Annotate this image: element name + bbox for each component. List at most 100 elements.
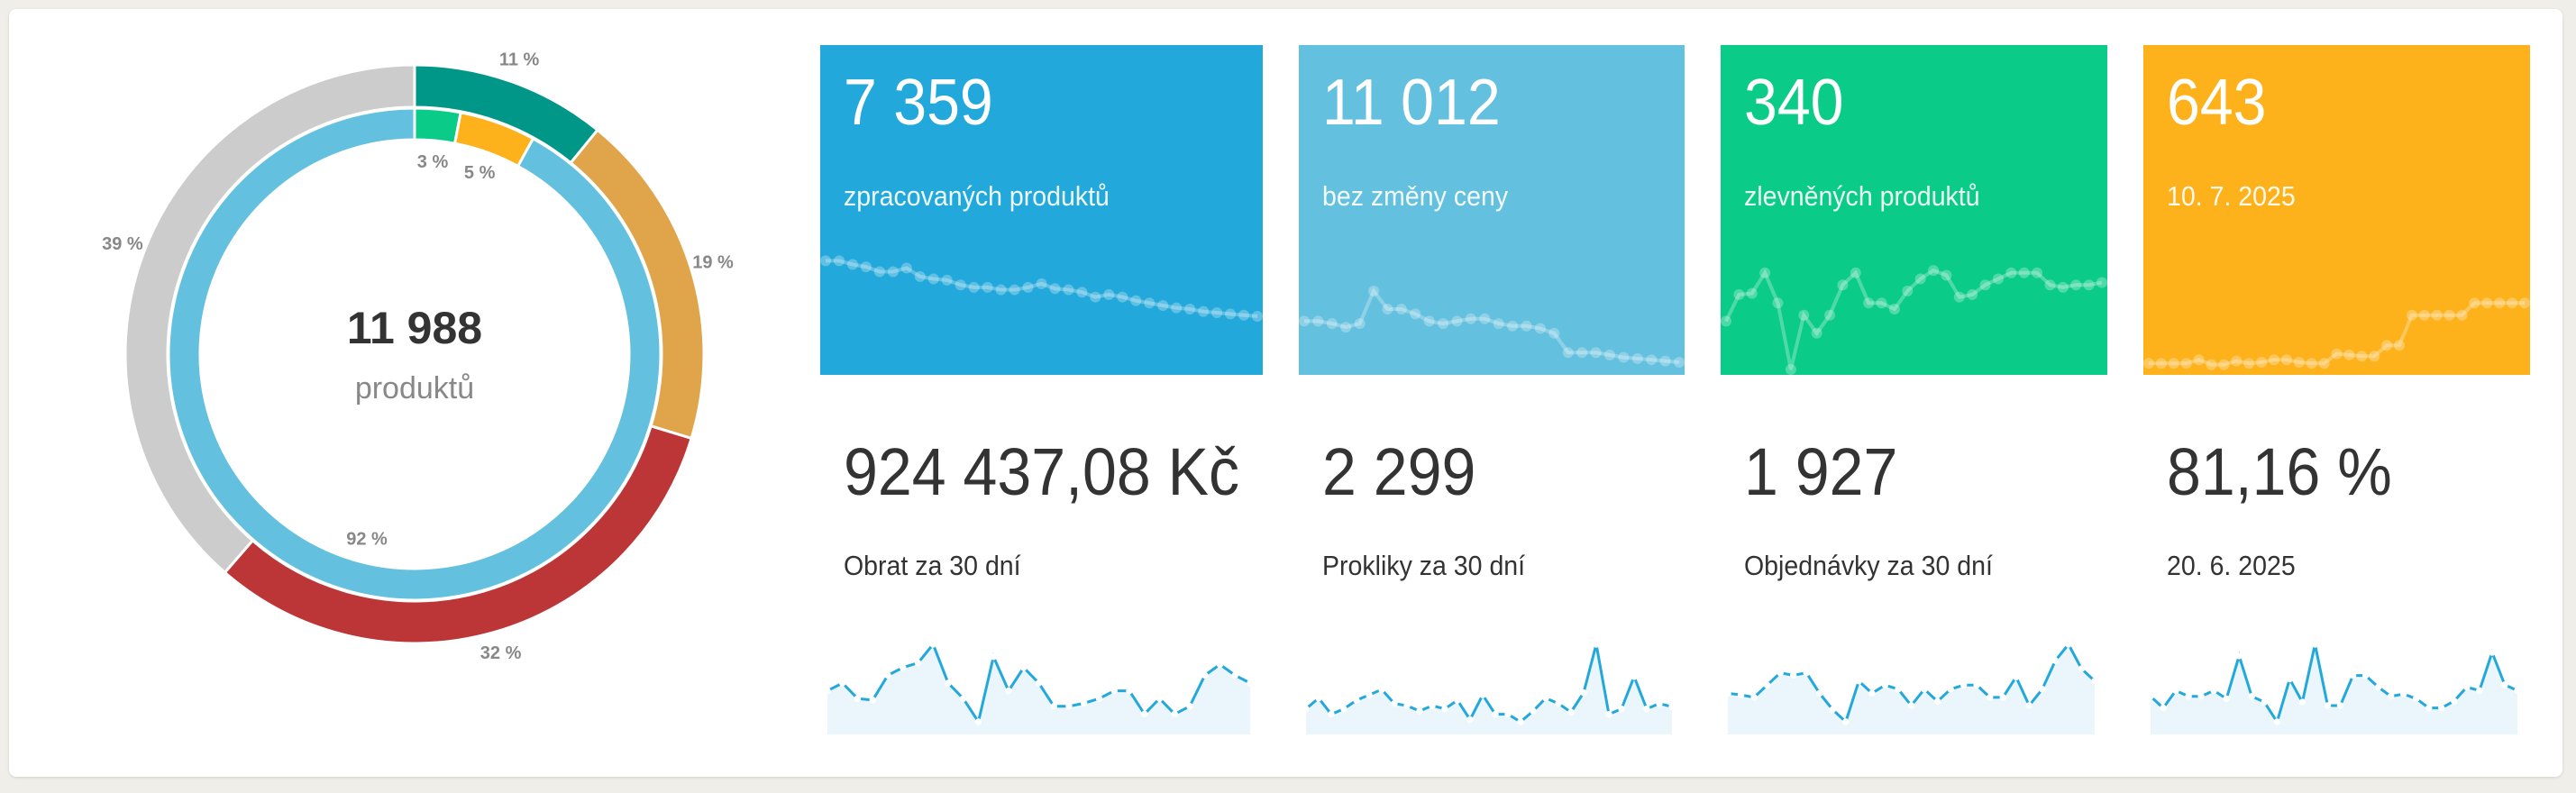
sparkline-point[interactable]	[1507, 320, 1519, 332]
sparkline-point[interactable]	[982, 281, 993, 293]
sparkline-point[interactable]	[2083, 279, 2095, 291]
sparkline-point[interactable]	[1986, 694, 1994, 701]
sparkline-point[interactable]	[1824, 309, 1836, 321]
sparkline-point[interactable]	[2349, 671, 2357, 679]
sparkline-point[interactable]	[2248, 693, 2256, 700]
sparkline-point[interactable]	[2197, 693, 2205, 700]
sparkline-point[interactable]	[2193, 354, 2205, 366]
sparkline-point[interactable]	[1441, 705, 1448, 713]
sparkline-point[interactable]	[941, 274, 953, 286]
sparkline-point[interactable]	[1855, 677, 1863, 685]
sparkline-point[interactable]	[1555, 699, 1562, 707]
sparkline-point[interactable]	[1492, 710, 1499, 718]
sparkline-point[interactable]	[2280, 354, 2292, 366]
sparkline-point[interactable]	[1423, 315, 1435, 327]
sparkline-point[interactable]	[1184, 304, 1196, 314]
sparkline-point[interactable]	[1829, 706, 1837, 714]
sparkline-point[interactable]	[2476, 687, 2483, 695]
sparkline-point[interactable]	[2065, 641, 2072, 648]
sparkline-point[interactable]	[1959, 681, 1968, 689]
sparkline-point[interactable]	[2256, 356, 2268, 368]
sparkline-point[interactable]	[1921, 686, 1928, 693]
sparkline-point[interactable]	[2336, 702, 2344, 709]
sparkline-point[interactable]	[2206, 359, 2217, 370]
sparkline-point[interactable]	[2311, 641, 2319, 648]
sparkline-point[interactable]	[2406, 309, 2417, 321]
sparkline-point[interactable]	[1580, 689, 1587, 697]
sparkline-point[interactable]	[1643, 705, 1650, 713]
sparkline-point[interactable]	[1603, 349, 1615, 360]
sparkline-point[interactable]	[1391, 699, 1398, 707]
sparkline-point[interactable]	[1902, 285, 1914, 296]
sparkline-point[interactable]	[1171, 710, 1178, 718]
sparkline-point[interactable]	[1816, 689, 1823, 697]
sparkline-point[interactable]	[1618, 705, 1625, 713]
sparkline-point[interactable]	[2143, 358, 2154, 369]
sparkline-point[interactable]	[1895, 686, 1902, 693]
sparkline-point[interactable]	[1211, 307, 1223, 319]
sparkline-point[interactable]	[1454, 697, 1461, 704]
sparkline-point[interactable]	[1081, 699, 1088, 707]
sparkline-point[interactable]	[2387, 693, 2395, 700]
sparkline-point[interactable]	[1466, 716, 1474, 724]
sparkline-point[interactable]	[1876, 297, 1887, 309]
sparkline-point[interactable]	[1063, 284, 1074, 296]
sparkline-point[interactable]	[1141, 710, 1148, 718]
tile-processed[interactable]: 7 359 zpracovaných produktů	[820, 45, 1263, 375]
sparkline-point[interactable]	[2519, 297, 2530, 309]
sparkline-point[interactable]	[960, 695, 967, 702]
sparkline-point[interactable]	[2013, 673, 2020, 680]
sparkline-point[interactable]	[2025, 702, 2033, 709]
sparkline-point[interactable]	[1036, 278, 1047, 289]
sparkline-point[interactable]	[2218, 359, 2230, 370]
sparkline-point[interactable]	[2091, 677, 2098, 685]
sparkline-point[interactable]	[1631, 673, 1638, 680]
sparkline-point[interactable]	[1438, 318, 1449, 330]
sparkline-point[interactable]	[1789, 671, 1797, 679]
sparkline-point[interactable]	[1576, 347, 1588, 359]
sparkline-point[interactable]	[2185, 693, 2192, 700]
sparkline-point[interactable]	[2469, 297, 2480, 309]
sparkline-point[interactable]	[1144, 297, 1156, 309]
tile-unchanged-price[interactable]: 11 012 bez změny ceny	[1299, 45, 1685, 375]
sparkline-point[interactable]	[1941, 269, 1952, 281]
sparkline-point[interactable]	[2057, 281, 2069, 293]
sparkline-point[interactable]	[833, 255, 845, 267]
sparkline-point[interactable]	[1542, 694, 1549, 702]
sparkline-point[interactable]	[2412, 695, 2420, 703]
sparkline-point[interactable]	[2155, 358, 2167, 369]
sparkline-point[interactable]	[1035, 679, 1043, 687]
sparkline-point[interactable]	[854, 695, 862, 702]
sparkline-point[interactable]	[2298, 698, 2307, 706]
sparkline-point[interactable]	[2425, 704, 2433, 712]
sparkline-point[interactable]	[1312, 315, 1324, 327]
sparkline-point[interactable]	[1737, 691, 1745, 698]
sparkline-point[interactable]	[1076, 287, 1088, 298]
sparkline-point[interactable]	[1914, 273, 1926, 285]
sparkline-point[interactable]	[945, 679, 952, 687]
sparkline-point[interactable]	[2494, 297, 2506, 309]
sparkline-point[interactable]	[1992, 273, 2004, 285]
sparkline-point[interactable]	[927, 273, 939, 285]
sparkline-point[interactable]	[2418, 309, 2430, 321]
sparkline-point[interactable]	[1999, 694, 2006, 701]
sparkline-point[interactable]	[1947, 686, 1954, 693]
sparkline-point[interactable]	[824, 687, 831, 695]
sparkline-point[interactable]	[1759, 267, 1771, 278]
sparkline-point[interactable]	[2331, 348, 2343, 360]
sparkline-point[interactable]	[1416, 707, 1423, 715]
sparkline-point[interactable]	[1252, 311, 1263, 323]
sparkline-point[interactable]	[1005, 687, 1012, 695]
sparkline-point[interactable]	[2481, 297, 2493, 309]
sparkline-point[interactable]	[1967, 288, 1978, 300]
sparkline-point[interactable]	[2381, 340, 2393, 351]
sparkline-point[interactable]	[2438, 704, 2445, 712]
sparkline-point[interactable]	[2456, 309, 2468, 321]
sparkline-point[interactable]	[2451, 697, 2458, 705]
sparkline-point[interactable]	[1103, 288, 1115, 300]
sparkline-point[interactable]	[1171, 302, 1183, 314]
sparkline-point[interactable]	[1881, 681, 1889, 689]
sparkline-point[interactable]	[2306, 358, 2317, 369]
sparkline-point[interactable]	[1646, 354, 1658, 366]
sparkline-point[interactable]	[2039, 686, 2046, 693]
